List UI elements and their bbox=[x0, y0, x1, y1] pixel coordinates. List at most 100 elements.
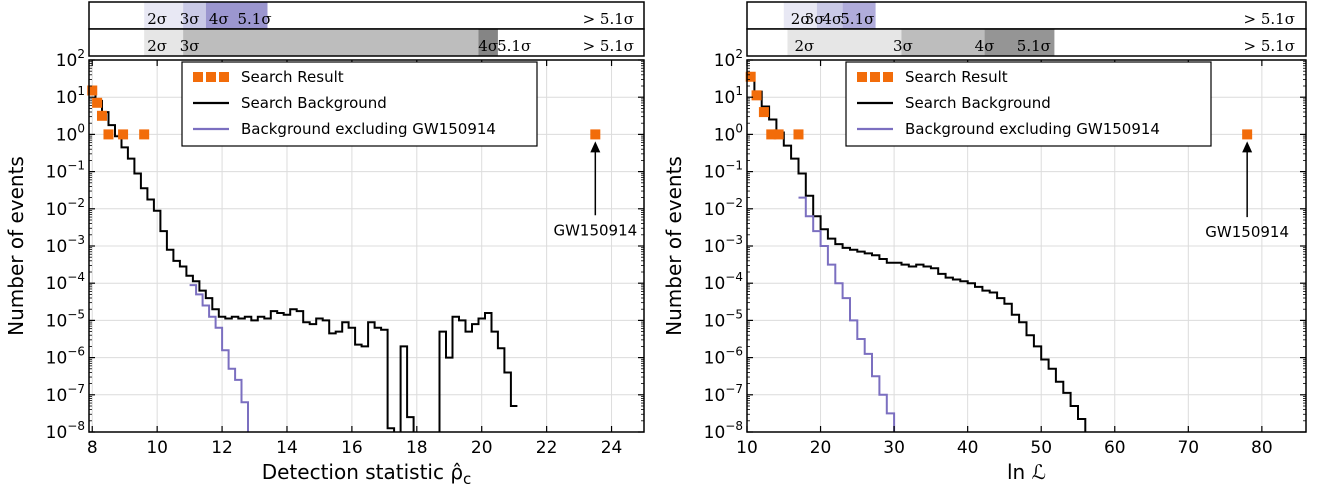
legend-marker-squares bbox=[219, 72, 229, 82]
annotation-arrow-head bbox=[1242, 141, 1253, 153]
y-tick-label-9: 101 bbox=[56, 84, 85, 108]
sig-band-1-1 bbox=[787, 29, 902, 56]
y-tick-label-9: 101 bbox=[714, 84, 743, 108]
sig-label-0-4: > 5.1σ bbox=[583, 10, 634, 28]
y-tick-label-8: 100 bbox=[714, 121, 743, 145]
legend-box bbox=[845, 61, 1212, 147]
sig-label-0-0: 2σ bbox=[791, 10, 811, 28]
sig-band-0-0 bbox=[89, 2, 145, 29]
y-tick-label-10: 102 bbox=[56, 47, 85, 71]
sig-band-0-0 bbox=[747, 2, 784, 29]
sig-band-0-1 bbox=[144, 2, 184, 29]
x-tick-label-4: 50 bbox=[1030, 438, 1052, 458]
y-tick-label-2: 10−6 bbox=[46, 345, 85, 369]
sig-bar-frame-1 bbox=[746, 28, 1307, 57]
sig-band-0-2 bbox=[183, 2, 206, 29]
sig-band-1-3 bbox=[478, 29, 498, 56]
x-tick-label-0: 8 bbox=[87, 438, 98, 458]
sig-label-1-0: 2σ bbox=[147, 37, 167, 55]
sig-band-1-2 bbox=[901, 29, 985, 56]
x-tick-label-1: 10 bbox=[146, 438, 168, 458]
x-tick-label-2: 30 bbox=[883, 438, 905, 458]
legend-marker-squares bbox=[883, 72, 893, 82]
x-tick-label-3: 14 bbox=[276, 438, 298, 458]
x-tick-label-8: 24 bbox=[601, 438, 623, 458]
y-tick-label-7: 10−1 bbox=[46, 159, 85, 183]
series-background-excluding-gw150914 bbox=[798, 196, 896, 432]
legend-label-2: Background excluding GW150914 bbox=[241, 120, 496, 138]
search-result-point bbox=[87, 85, 98, 96]
y-tick-label-4: 10−4 bbox=[704, 270, 743, 294]
sig-band-0-4 bbox=[267, 2, 644, 29]
x-tick-label-6: 70 bbox=[1177, 438, 1199, 458]
sig-label-1-2: 4σ bbox=[975, 37, 995, 55]
sig-label-1-3: 5.1σ bbox=[1017, 37, 1051, 55]
y-tick-label-2: 10−6 bbox=[704, 345, 743, 369]
sig-band-1-3 bbox=[984, 29, 1055, 56]
search-result-point bbox=[118, 129, 129, 140]
sig-bar-frame-1 bbox=[88, 28, 645, 57]
search-result-point bbox=[92, 97, 103, 108]
legend-label-0: Search Result bbox=[905, 68, 1008, 86]
x-tick-label-7: 22 bbox=[536, 438, 558, 458]
sig-band-1-2 bbox=[183, 29, 479, 56]
sig-band-0-1 bbox=[783, 2, 817, 29]
series-background-excluding-gw150914 bbox=[189, 284, 249, 432]
legend-box bbox=[181, 61, 538, 147]
search-result-point bbox=[745, 71, 756, 82]
sig-band-1-0 bbox=[747, 29, 788, 56]
legend-label-1: Search Background bbox=[241, 94, 387, 112]
y-tick-label-10: 102 bbox=[714, 47, 743, 71]
x-tick-label-5: 18 bbox=[406, 438, 428, 458]
annotation-label: GW150914 bbox=[1205, 223, 1289, 241]
legend-label-1: Search Background bbox=[905, 94, 1051, 112]
x-axis-title: Detection statistic ρ̂c bbox=[262, 460, 472, 487]
series-search-background bbox=[89, 90, 518, 432]
search-result-point bbox=[590, 129, 601, 140]
x-tick-label-3: 40 bbox=[957, 438, 979, 458]
y-tick-label-0: 10−8 bbox=[46, 419, 85, 443]
x-tick-label-7: 80 bbox=[1251, 438, 1273, 458]
search-result-point bbox=[758, 107, 769, 118]
legend-marker-squares bbox=[206, 72, 216, 82]
sig-label-0-3: 5.1σ bbox=[237, 10, 271, 28]
sig-label-0-1: 3σ bbox=[805, 10, 825, 28]
y-tick-label-3: 10−5 bbox=[46, 307, 85, 331]
sig-band-0-4 bbox=[875, 2, 1306, 29]
search-result-point bbox=[96, 110, 107, 121]
sig-label-1-3: 5.1σ bbox=[497, 37, 531, 55]
y-tick-label-5: 10−3 bbox=[704, 233, 743, 257]
sig-band-1-4 bbox=[1054, 29, 1306, 56]
sig-label-1-4: > 5.1σ bbox=[583, 37, 634, 55]
x-tick-label-6: 20 bbox=[471, 438, 493, 458]
legend-marker-squares bbox=[857, 72, 867, 82]
annotation-arrow-head bbox=[590, 141, 601, 153]
y-tick-label-6: 10−2 bbox=[704, 196, 743, 220]
y-tick-label-6: 10−2 bbox=[46, 196, 85, 220]
sig-label-0-3: 5.1σ bbox=[840, 10, 874, 28]
sig-label-1-1: 3σ bbox=[893, 37, 913, 55]
search-result-point bbox=[793, 129, 804, 140]
search-result-point bbox=[766, 129, 777, 140]
sig-label-0-4: > 5.1σ bbox=[1244, 10, 1295, 28]
y-tick-label-5: 10−3 bbox=[46, 233, 85, 257]
sig-label-1-2: 4σ bbox=[478, 37, 498, 55]
x-tick-label-5: 60 bbox=[1104, 438, 1126, 458]
x-tick-label-4: 16 bbox=[341, 438, 363, 458]
y-tick-label-0: 10−8 bbox=[704, 419, 743, 443]
sig-band-1-1 bbox=[144, 29, 184, 56]
legend-label-2: Background excluding GW150914 bbox=[905, 120, 1160, 138]
x-axis-title: ln ℒ bbox=[1007, 460, 1046, 484]
sig-label-1-0: 2σ bbox=[794, 37, 814, 55]
y-axis-title: Number of events bbox=[662, 156, 686, 336]
sig-band-1-4 bbox=[497, 29, 644, 56]
y-tick-label-3: 10−5 bbox=[704, 307, 743, 331]
x-tick-label-2: 12 bbox=[211, 438, 233, 458]
search-result-point bbox=[1242, 129, 1253, 140]
x-tick-label-1: 20 bbox=[810, 438, 832, 458]
y-axis-title: Number of events bbox=[4, 156, 28, 336]
legend-label-0: Search Result bbox=[241, 68, 344, 86]
sig-label-0-2: 4σ bbox=[822, 10, 842, 28]
